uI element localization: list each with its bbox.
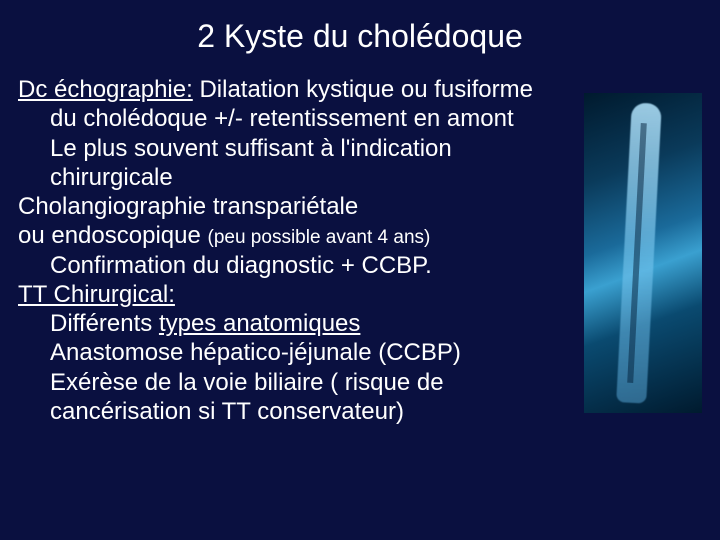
text-peu-possible: (peu possible avant 4 ans)	[208, 227, 431, 248]
text-block: Dc échographie: Dilatation kystique ou f…	[18, 75, 578, 426]
text-endoscopique: ou endoscopique	[18, 222, 208, 249]
text-choledoque: du cholédoque +/- retentissement en amon…	[18, 104, 578, 133]
para-types: Différents types anatomiques	[18, 309, 578, 338]
text-confirmation: Confirmation du diagnostic + CCBP.	[18, 251, 578, 280]
cholangiography-image	[584, 93, 702, 413]
para-endoscopique: ou endoscopique (peu possible avant 4 an…	[18, 221, 578, 250]
text-suffisant: Le plus souvent suffisant à l'indication…	[18, 134, 578, 193]
text-exerese: Exérèse de la voie biliaire ( risque de …	[18, 368, 578, 427]
text-anastomose: Anastomose hépatico-jéjunale (CCBP)	[18, 338, 578, 367]
label-tt-chirurgical: TT Chirurgical:	[18, 280, 578, 309]
slide-content: Dc échographie: Dilatation kystique ou f…	[0, 75, 720, 426]
para-dc-echographie: Dc échographie: Dilatation kystique ou f…	[18, 75, 578, 104]
underline-tt: TT Chirurgical:	[18, 281, 175, 308]
slide-title: 2 Kyste du cholédoque	[0, 0, 720, 75]
text-dilatation: Dilatation kystique ou fusiforme	[193, 76, 533, 103]
label-dc-echographie: Dc échographie:	[18, 76, 193, 103]
text-differents: Différents	[50, 310, 159, 337]
text-types-anatomiques: types anatomiques	[159, 310, 360, 337]
text-cholangiographie: Cholangiographie transpariétale	[18, 192, 578, 221]
